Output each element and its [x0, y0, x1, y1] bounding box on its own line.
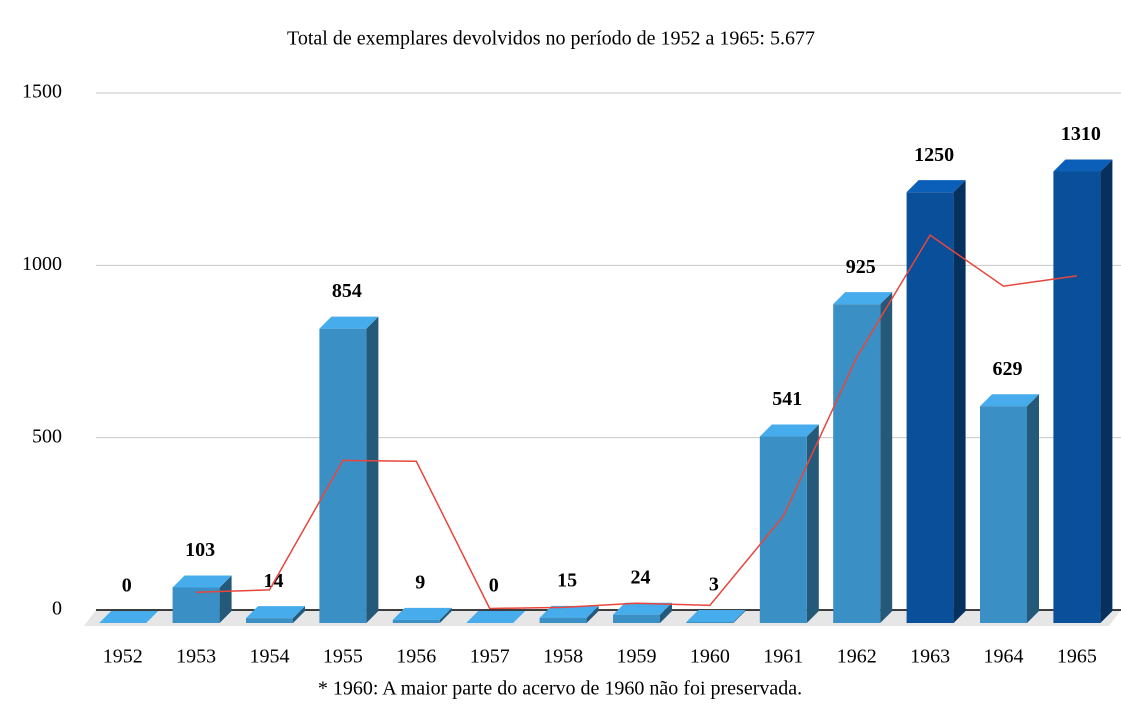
bar-top: [1053, 159, 1113, 172]
value-label: 0: [122, 575, 132, 597]
bar-side: [880, 292, 893, 623]
bar-top: [980, 394, 1039, 407]
value-label: 3: [709, 574, 719, 596]
bar-side: [586, 605, 599, 623]
x-tick-label: 1955: [323, 646, 363, 668]
chart-title: Total de exemplares devolvidos no períod…: [287, 28, 815, 50]
x-tick-label: 1962: [837, 646, 877, 668]
floor: [84, 610, 1121, 626]
x-tick-label: 1957: [470, 646, 510, 668]
value-label: 541: [772, 388, 802, 410]
bar: [539, 605, 599, 623]
bar-front: [980, 406, 1027, 623]
bar-side: [953, 180, 966, 623]
bar-top: [319, 316, 379, 329]
x-tick-label: 1959: [617, 646, 657, 668]
bar: [319, 316, 379, 623]
x-tick-label: 1965: [1057, 646, 1097, 668]
bar-front: [1053, 171, 1101, 623]
bar-side: [660, 602, 672, 623]
bar: [1053, 159, 1113, 623]
trendline: [196, 234, 1078, 610]
bar: [246, 606, 305, 623]
y-tick-label: 1500: [22, 81, 62, 103]
bar: [833, 292, 893, 623]
bar-top: [613, 602, 672, 615]
bar-front: [906, 192, 954, 623]
value-label: 24: [631, 566, 651, 588]
bar-front: [686, 621, 734, 623]
value-label: 1250: [914, 144, 954, 166]
bar-top: [759, 424, 819, 437]
bar-front: [759, 436, 807, 623]
bar-top: [392, 607, 452, 620]
bar-front: [613, 614, 660, 623]
bar: [99, 611, 159, 623]
x-tick-label: 1964: [984, 646, 1024, 668]
bar-top: [99, 611, 159, 623]
x-tick-label: 1960: [690, 646, 730, 668]
bar-top: [246, 606, 305, 619]
x-tick-label: 1952: [103, 646, 143, 668]
footnote: * 1960: A maior parte do acervo de 1960 …: [318, 678, 802, 700]
bar-side: [1027, 394, 1039, 623]
bar-top: [906, 180, 966, 193]
value-label: 14: [264, 570, 284, 592]
bar-top: [172, 575, 232, 588]
bar: [466, 611, 526, 623]
x-tick-label: 1961: [763, 646, 803, 668]
bar: [686, 609, 746, 623]
x-tick-label: 1958: [543, 646, 583, 668]
x-tick-label: 1963: [910, 646, 950, 668]
bar: [906, 180, 966, 623]
x-tick-label: 1953: [176, 646, 216, 668]
bar-front: [392, 619, 440, 623]
value-label: 9: [415, 571, 425, 593]
bar: [759, 424, 819, 623]
value-label: 629: [993, 358, 1023, 380]
y-tick-label: 500: [32, 425, 62, 447]
x-tick-label: 1954: [250, 646, 290, 668]
bar-front: [539, 617, 587, 623]
bar-front: [833, 304, 881, 623]
bar-side: [806, 424, 819, 623]
bar-front: [319, 328, 367, 623]
bar-side: [366, 316, 379, 623]
x-tick-label: 1956: [396, 646, 436, 668]
value-label: 103: [185, 539, 215, 561]
bar-front: [172, 587, 220, 623]
bar: [392, 607, 452, 623]
bar: [613, 602, 672, 623]
bar: [172, 575, 232, 623]
value-label: 854: [332, 280, 362, 302]
value-label: 925: [846, 256, 876, 278]
bar-top: [686, 609, 746, 622]
grid: [96, 92, 1121, 611]
bar-top: [539, 605, 599, 618]
value-label: 1310: [1061, 123, 1101, 145]
bar-top: [466, 611, 526, 623]
bar-side: [1100, 159, 1113, 623]
value-label: 0: [489, 575, 499, 597]
bar-side: [439, 607, 452, 623]
y-tick-label: 1000: [22, 253, 62, 275]
bar-top: [833, 292, 893, 305]
y-tick-label: 0: [52, 598, 62, 620]
bar-side: [733, 609, 746, 623]
bar-side: [219, 575, 232, 623]
bar-front: [246, 618, 293, 623]
bar-side: [293, 606, 305, 623]
value-label: 15: [557, 569, 577, 591]
bar: [980, 394, 1039, 623]
bars: [99, 159, 1113, 623]
